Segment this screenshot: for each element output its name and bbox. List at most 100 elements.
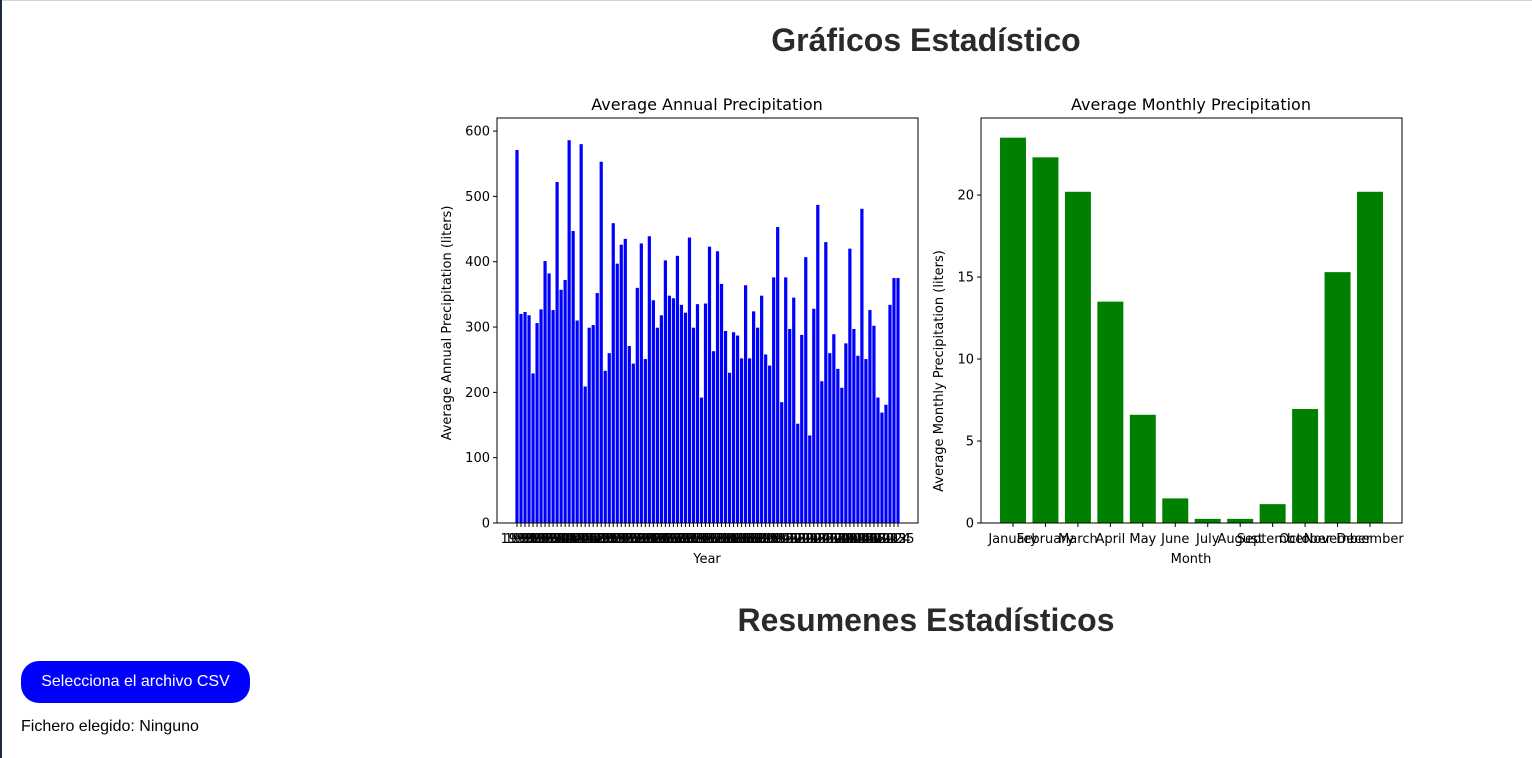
x-tick-label: 2007 — [809, 532, 842, 547]
bar — [876, 397, 880, 523]
bar — [539, 309, 543, 523]
x-tick-label: 1958 — [613, 532, 646, 547]
x-tick-label: 1963 — [633, 532, 666, 547]
bar — [788, 328, 792, 523]
x-tick-label: 1965 — [641, 532, 674, 547]
bar — [627, 345, 631, 523]
bar — [828, 353, 832, 523]
x-tick-label: June — [1160, 532, 1189, 547]
bar — [872, 325, 876, 523]
bar — [748, 358, 752, 523]
x-tick-label: 1976 — [685, 532, 718, 547]
file-status: Fichero elegido: Ninguno — [21, 718, 199, 736]
bar — [892, 278, 896, 523]
bar — [615, 263, 619, 523]
x-tick-label: 2020 — [861, 532, 894, 547]
bar — [671, 298, 676, 523]
x-tick-label: 1974 — [677, 532, 710, 547]
bar — [515, 150, 519, 523]
x-tick-label: 1949 — [577, 532, 610, 547]
x-tick-label: 2016 — [845, 532, 878, 547]
bar — [691, 327, 696, 523]
x-tick-label: 1979 — [697, 532, 730, 547]
x-tick-label: 1996 — [765, 532, 798, 547]
bar — [776, 227, 780, 523]
x-tick-label: 1934 — [516, 532, 549, 547]
plot-frame — [496, 117, 919, 524]
x-tick-label: 1995 — [761, 532, 794, 547]
bar — [1064, 191, 1091, 523]
bar — [856, 355, 860, 523]
x-tick-label: 1980 — [701, 532, 734, 547]
bar — [547, 273, 551, 523]
x-tick-label: February — [1017, 532, 1075, 547]
select-csv-button[interactable]: Selecciona el archivo CSV — [21, 661, 250, 703]
bar — [651, 300, 655, 523]
x-tick-label: 2006 — [805, 532, 838, 547]
bar — [579, 144, 583, 523]
section-title: Resumenes Estadísticos — [737, 602, 1115, 638]
bar — [551, 310, 555, 523]
bar — [860, 208, 864, 523]
x-tick-label: 1943 — [553, 532, 586, 547]
chart-title: Average Monthly Precipitation — [1071, 95, 1311, 114]
x-tick-label: May — [1129, 532, 1156, 547]
bar — [591, 325, 595, 523]
x-tick-label: 1984 — [717, 532, 750, 547]
x-tick-label: 1988 — [733, 532, 766, 547]
y-tick-label: 300 — [465, 321, 490, 336]
monthly-precipitation-chart: Average Monthly Precipitation Average Mo… — [932, 95, 1404, 567]
x-tick-label: April — [1096, 532, 1126, 547]
x-tick-label: 1948 — [573, 532, 606, 547]
bar — [792, 297, 796, 523]
x-tick-label: 1950 — [581, 532, 614, 547]
x-tick-label: 2014 — [837, 532, 870, 547]
x-tick-label: 1951 — [585, 532, 618, 547]
x-tick-label: 2022 — [869, 532, 902, 547]
x-tick-label: 1993 — [753, 532, 786, 547]
page-title: Gráficos Estadístico — [771, 22, 1081, 58]
x-tick-label: 1939 — [537, 532, 570, 547]
bar — [667, 295, 672, 523]
bar — [808, 435, 812, 523]
x-tick-label: 2003 — [793, 532, 826, 547]
y-axis-label: Average Monthly Precipitation (liters) — [932, 250, 947, 492]
x-tick-label: 1977 — [689, 532, 722, 547]
x-tick-label: October — [1279, 532, 1332, 547]
x-tick-label: 1998 — [773, 532, 806, 547]
bar — [824, 242, 828, 523]
x-tick-label: 1941 — [545, 532, 578, 547]
x-tick-label: 1954 — [597, 532, 630, 547]
x-tick-label: 2011 — [825, 532, 858, 547]
x-tick-label: 1999 — [777, 532, 810, 547]
bar — [583, 386, 587, 523]
x-tick-label: 1966 — [645, 532, 678, 547]
x-tick-label: 1932 — [508, 532, 541, 547]
bar — [723, 330, 728, 523]
x-tick-label: January — [987, 532, 1038, 547]
file-status-label: Fichero elegido: — [21, 718, 135, 735]
y-axis-label: Average Annual Precipitation (liters) — [440, 206, 455, 441]
plot-frame — [980, 117, 1403, 524]
bar — [603, 370, 607, 523]
x-tick-label: 1991 — [745, 532, 778, 547]
x-tick-label: 1930 — [500, 532, 533, 547]
bar — [687, 237, 692, 523]
x-tick-label: 1945 — [561, 532, 594, 547]
x-tick-label: 2015 — [841, 532, 874, 547]
bar — [659, 315, 663, 523]
bar — [715, 251, 720, 524]
y-tick-label: 5 — [966, 435, 974, 450]
bar — [1357, 191, 1383, 523]
x-tick-label: 1955 — [601, 532, 634, 547]
bar — [864, 359, 868, 523]
x-tick-label: 2021 — [865, 532, 898, 547]
bar — [812, 308, 816, 523]
x-tick-label: 2018 — [853, 532, 886, 547]
y-tick-label: 15 — [957, 271, 974, 286]
bar — [1032, 157, 1059, 523]
x-tick-label: 1961 — [625, 532, 658, 547]
bar — [800, 334, 804, 523]
window-top-border — [0, 0, 1532, 1]
x-tick-label: 1937 — [529, 532, 562, 547]
